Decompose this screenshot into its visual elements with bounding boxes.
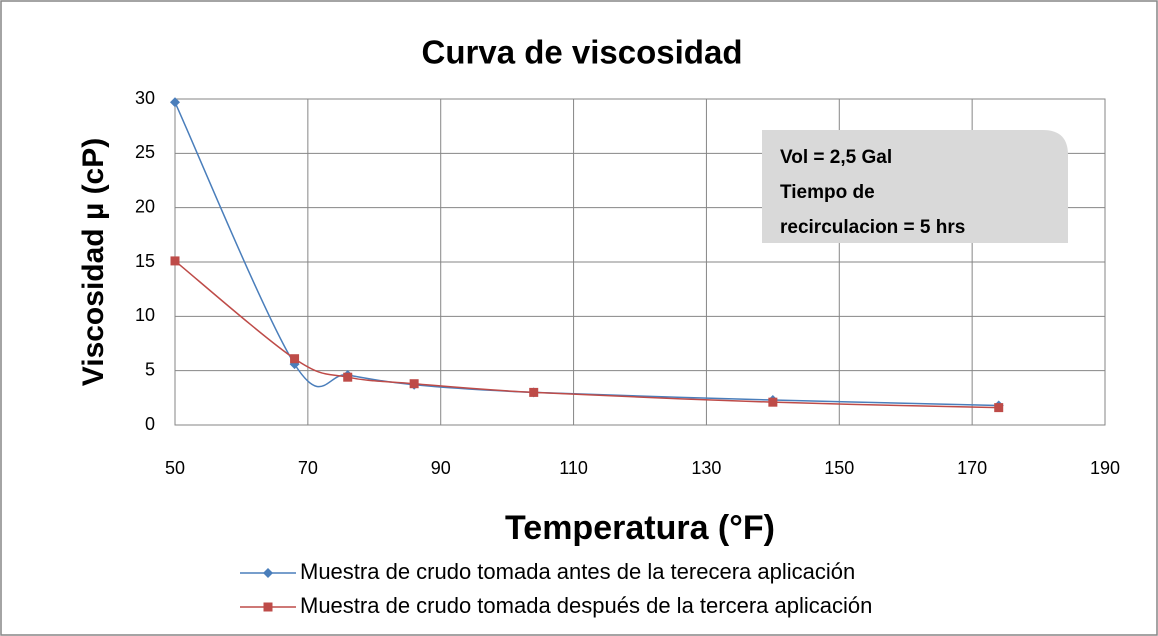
annotation-text: Tiempo de (780, 182, 875, 203)
marker (768, 397, 778, 407)
y-tick-label: 0 (145, 414, 155, 434)
series-line (174, 101, 999, 407)
y-tick-label: 25 (135, 142, 155, 162)
chart-title: Curva de viscosidad (422, 34, 743, 71)
marker (170, 256, 180, 266)
marker (529, 387, 539, 397)
marker (290, 354, 300, 364)
y-tick-label: 15 (135, 251, 155, 271)
y-tick-label: 30 (135, 88, 155, 108)
x-tick-label: 130 (691, 458, 721, 478)
annotation-text: Vol = 2,5 Gal (780, 147, 892, 168)
annotation-box (762, 130, 1068, 243)
y-tick-label: 10 (135, 305, 155, 325)
marker (263, 568, 273, 578)
x-tick-label: 150 (824, 458, 854, 478)
x-tick-label: 110 (559, 458, 588, 478)
marker (994, 403, 1004, 413)
marker (170, 97, 180, 108)
x-tick-label: 70 (298, 458, 318, 478)
legend-label: Muestra de crudo tomada antes de la tere… (300, 559, 855, 584)
marker (343, 372, 353, 382)
marker (263, 602, 273, 612)
y-tick-label: 20 (135, 196, 155, 216)
x-axis-title: Temperatura (°F) (505, 509, 775, 547)
legend-label: Muestra de crudo tomada después de la te… (300, 593, 872, 618)
annotation-text: recirculacion = 5 hrs (780, 217, 965, 238)
y-tick-label: 5 (145, 359, 155, 379)
x-tick-label: 90 (431, 458, 451, 478)
x-tick-label: 170 (957, 458, 987, 478)
x-tick-label: 50 (165, 458, 185, 478)
x-tick-label: 190 (1090, 458, 1120, 478)
marker (409, 379, 419, 389)
y-axis-title: Viscosidad µ (cP) (77, 138, 110, 386)
